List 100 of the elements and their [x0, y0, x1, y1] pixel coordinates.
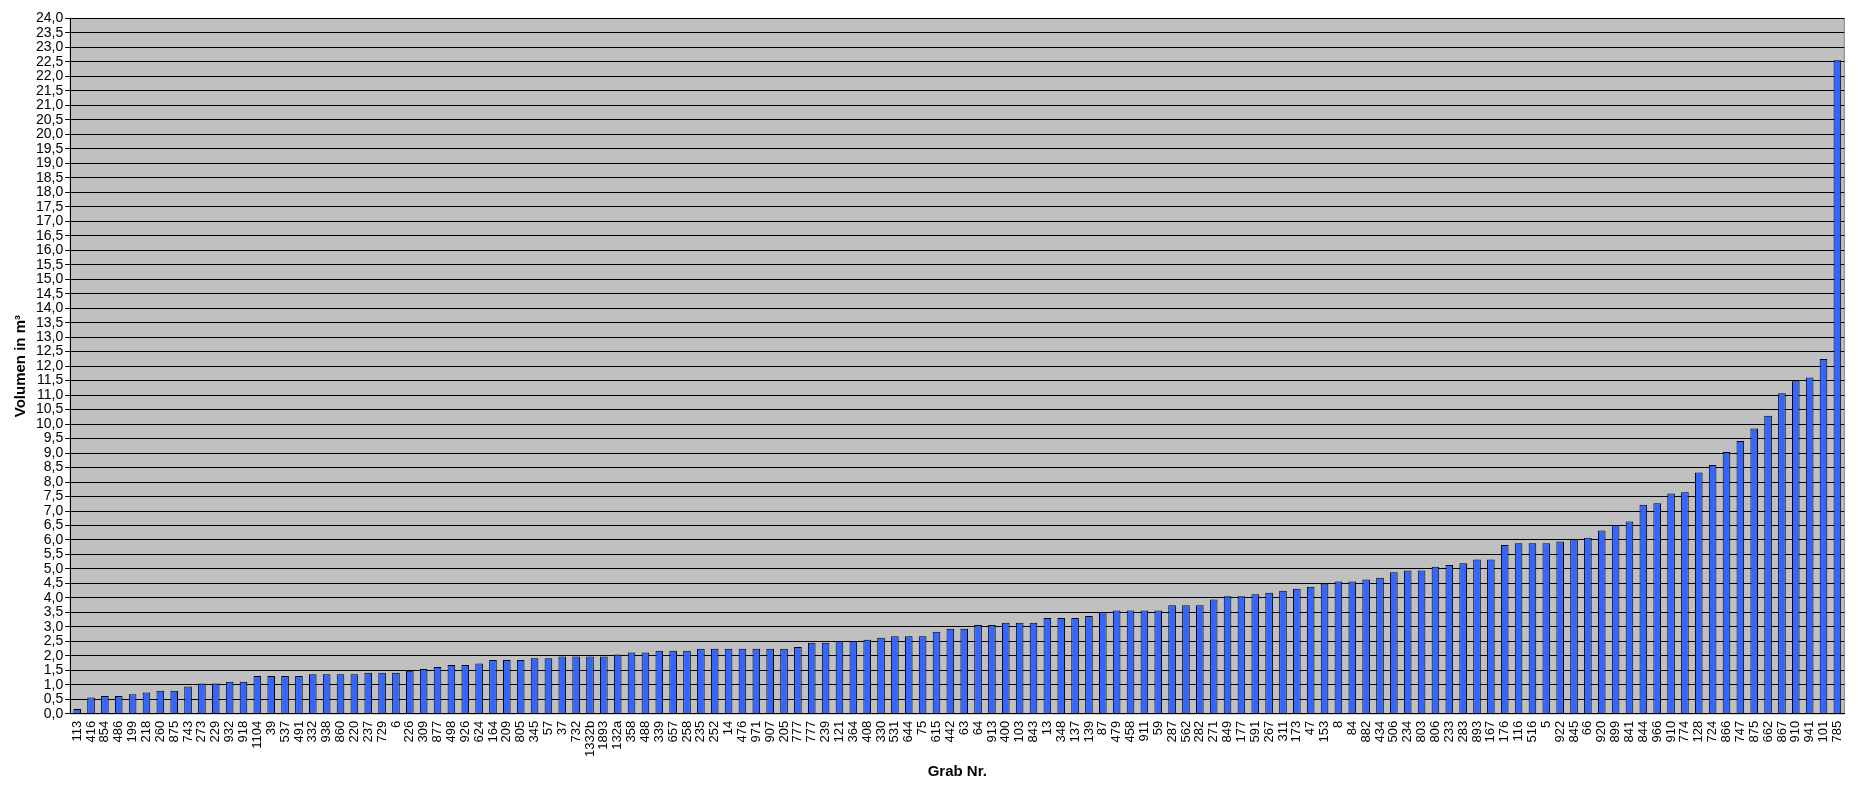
x-tick-label: 330	[872, 720, 888, 743]
x-tick-label: 882	[1357, 720, 1373, 743]
x-tick-label: 348	[1052, 720, 1068, 743]
x-tick-label: 777	[803, 720, 819, 743]
x-tick-label: 841	[1621, 720, 1637, 743]
x-tick-label: 339	[650, 720, 666, 743]
y-tick-label: 9,5	[43, 429, 64, 446]
x-tick-label: 843	[1025, 720, 1041, 743]
y-tick-label: 15,0	[36, 270, 64, 287]
x-tick-label: 1332b	[581, 720, 597, 758]
x-tick-label: 233	[1440, 720, 1456, 743]
x-tick-label: 252	[706, 720, 722, 743]
x-tick-label: 167	[1482, 720, 1498, 743]
x-axis-title: Grab Nr.	[927, 762, 987, 780]
x-tick-label: 260	[151, 720, 167, 743]
x-tick-label: 121	[831, 720, 847, 743]
y-tick-label: 14,5	[36, 284, 64, 301]
x-tick-label: 910	[1662, 720, 1678, 743]
x-tick-label: 358	[623, 720, 639, 743]
x-tick-label: 101	[1815, 720, 1831, 743]
y-tick-label: 17,5	[36, 197, 64, 214]
x-tick-label: 239	[817, 720, 833, 743]
y-tick-label: 12,0	[36, 356, 64, 373]
x-tick-label: 416	[82, 720, 98, 743]
y-tick-label: 21,5	[36, 81, 64, 98]
y-tick-label: 6,5	[43, 516, 64, 533]
x-tick-label: 137	[1066, 720, 1082, 743]
x-tick-label: 922	[1551, 720, 1567, 743]
y-tick-label: 0,5	[43, 690, 64, 707]
y-axis-title: Volumen in m³	[11, 315, 29, 418]
y-tick-label: 9,0	[43, 443, 64, 460]
x-tick-label: 644	[900, 720, 916, 743]
x-tick-label: 400	[997, 720, 1013, 743]
x-tick-label: 867	[1773, 720, 1789, 743]
y-tick-label: 0,0	[43, 704, 64, 721]
x-tick-label: 164	[484, 720, 500, 743]
x-tick-label: 531	[886, 720, 902, 743]
x-tick-label: 8	[1330, 720, 1345, 729]
x-tick-label: 75	[914, 720, 930, 736]
x-tick-label: 971	[747, 720, 763, 743]
x-tick-label: 941	[1801, 720, 1817, 743]
x-tick-label: 875	[1745, 720, 1761, 743]
x-tick-label: 177	[1232, 720, 1248, 743]
x-tick-label: 893	[1468, 720, 1484, 743]
x-tick-label: 845	[1565, 720, 1581, 743]
x-tick-label: 926	[456, 720, 472, 743]
y-tick-label: 10,0	[36, 414, 64, 431]
y-tick-label: 22,5	[36, 52, 64, 69]
x-tick-label: 59	[1149, 720, 1165, 736]
y-tick-label: 14,0	[36, 299, 64, 316]
x-tick-label: 139	[1080, 720, 1096, 743]
x-tick-label: 173	[1288, 720, 1304, 743]
y-tick-label: 1,0	[43, 675, 64, 692]
y-tick-label: 2,0	[43, 646, 64, 663]
x-tick-label: 442	[941, 720, 957, 743]
x-tick-label: 920	[1593, 720, 1609, 743]
x-tick-label: 332	[304, 720, 320, 743]
x-tick-label: 218	[138, 720, 154, 743]
x-tick-label: 229	[207, 720, 223, 743]
y-tick-label: 17,0	[36, 212, 64, 229]
x-tick-label: 516	[1524, 720, 1540, 743]
x-tick-label: 803	[1413, 720, 1429, 743]
x-tick-label: 724	[1704, 720, 1720, 743]
x-tick-label: 13	[1038, 720, 1054, 736]
x-tick-label: 234	[1399, 720, 1415, 743]
y-tick-label: 18,0	[36, 183, 64, 200]
x-tick-label: 220	[345, 720, 361, 743]
y-tick-label: 12,5	[36, 342, 64, 359]
x-tick-label: 287	[1163, 720, 1179, 743]
x-tick-label: 408	[858, 720, 874, 743]
y-tick-label: 3,5	[43, 603, 64, 620]
x-tick-label: 849	[1219, 720, 1235, 743]
y-tick-label: 3,0	[43, 617, 64, 634]
x-tick-label: 64	[969, 720, 985, 736]
y-tick-label: 15,5	[36, 255, 64, 272]
x-tick-label: 84	[1343, 720, 1359, 736]
x-tick-label: 732	[567, 720, 583, 743]
x-tick-label: 476	[734, 720, 750, 743]
x-tick-label: 311	[1274, 720, 1290, 742]
x-tick-label: 785	[1828, 720, 1844, 743]
x-tick-label: 283	[1454, 720, 1470, 743]
y-tick-label: 10,5	[36, 400, 64, 417]
x-tick-label: 910	[1787, 720, 1803, 743]
x-tick-label: 966	[1648, 720, 1664, 743]
x-tick-label: 506	[1385, 720, 1401, 743]
x-tick-label: 63	[955, 720, 971, 736]
y-tick-label: 11,0	[37, 385, 64, 402]
y-tick-label: 16,5	[36, 226, 64, 243]
x-tick-label: 875	[165, 720, 181, 743]
x-tick-label: 103	[1011, 720, 1027, 743]
x-tick-label: 777	[789, 720, 805, 743]
x-tick-label: 662	[1759, 720, 1775, 743]
x-tick-label: 774	[1676, 720, 1692, 743]
x-tick-label: 805	[512, 720, 528, 743]
x-tick-label: 66	[1579, 720, 1595, 736]
x-tick-label: 57	[539, 720, 555, 736]
x-tick-label: 6	[387, 720, 403, 729]
x-tick-label: 657	[664, 720, 680, 743]
x-tick-label: 47	[1302, 720, 1318, 736]
x-tick-label: 434	[1371, 720, 1387, 743]
